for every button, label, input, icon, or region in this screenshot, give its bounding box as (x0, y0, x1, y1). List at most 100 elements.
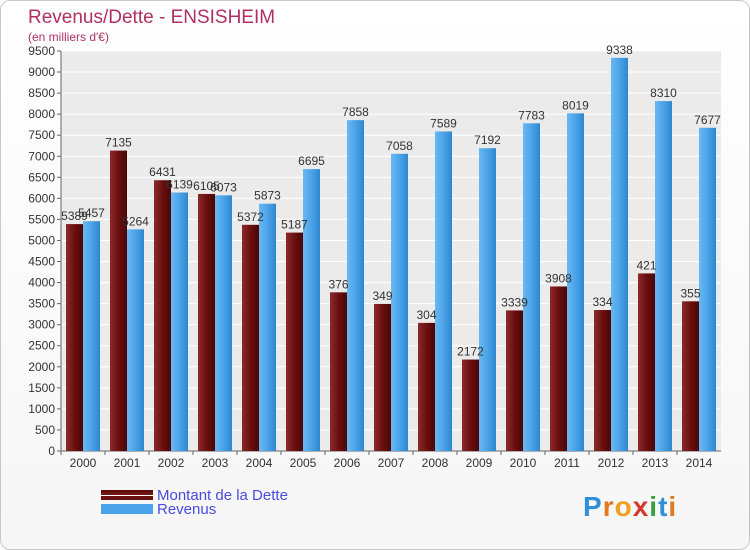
y-tick-label: 9500 (28, 44, 55, 58)
y-tick-label: 0 (48, 444, 55, 458)
bar-revenus (171, 192, 188, 451)
chart-subtitle: (en milliers d'€) (28, 30, 109, 44)
data-label-dette: 6105 (193, 179, 220, 193)
bar-revenus (391, 153, 408, 452)
bar-dette (462, 359, 479, 451)
y-tick-label: 2000 (28, 360, 55, 374)
data-label-dette: 3339 (501, 295, 528, 309)
data-label-revenus: 6073 (210, 180, 237, 194)
data-label-dette: 355 (680, 286, 700, 300)
bar-dette (198, 193, 215, 451)
y-tick-label: 5500 (28, 212, 55, 226)
bar-revenus (523, 123, 540, 451)
x-tick-label: 2004 (246, 456, 273, 470)
y-tick-label: 9000 (28, 65, 55, 79)
data-label-revenus: 5264 (122, 214, 149, 228)
bar-dette (242, 224, 259, 451)
x-tick-label: 2002 (158, 456, 185, 470)
data-label-revenus: 7058 (386, 139, 413, 153)
bar-revenus (303, 169, 320, 451)
bar-revenus (479, 148, 496, 451)
legend-swatch-dette (101, 490, 153, 500)
bar-dette (550, 286, 567, 451)
bar-revenus (83, 221, 100, 451)
x-tick-label: 2005 (290, 456, 317, 470)
x-tick-label: 2001 (114, 456, 141, 470)
data-label-revenus: 8019 (562, 98, 589, 112)
bar-dette (66, 224, 83, 451)
bar-dette (418, 322, 435, 451)
chart-title: Revenus/Dette - ENSISHEIM (28, 7, 276, 28)
y-tick-label: 2500 (28, 339, 55, 353)
y-tick-label: 3500 (28, 297, 55, 311)
y-tick-label: 1000 (28, 402, 55, 416)
x-tick-label: 2013 (642, 456, 669, 470)
x-tick-label: 2007 (378, 456, 405, 470)
bar-revenus (655, 101, 672, 452)
x-tick-label: 2010 (510, 456, 537, 470)
data-label-dette: 5389 (61, 209, 88, 223)
data-label-revenus: 6139 (166, 178, 193, 192)
y-tick-label: 500 (35, 423, 55, 437)
y-tick-label: 3000 (28, 318, 55, 332)
data-label-dette: 334 (592, 295, 612, 309)
data-label-revenus: 7858 (342, 105, 369, 119)
bar-revenus (435, 131, 452, 451)
data-label-revenus: 7192 (474, 133, 501, 147)
bar-dette (682, 301, 699, 451)
bar-dette (286, 232, 303, 451)
data-label-dette: 349 (372, 289, 392, 303)
x-tick-label: 2008 (422, 456, 449, 470)
bar-dette (594, 310, 611, 451)
data-label-revenus: 7677 (694, 113, 721, 127)
bar-revenus (699, 127, 716, 451)
x-tick-label: 2011 (554, 456, 580, 470)
y-tick-label: 1500 (28, 381, 55, 395)
y-tick-label: 7500 (28, 128, 55, 142)
legend-label-revenus: Revenus (157, 501, 217, 518)
proxiti-logo: Proxiti (583, 491, 678, 522)
x-tick-label: 2000 (70, 456, 97, 470)
bar-revenus (127, 229, 144, 451)
y-tick-label: 6000 (28, 191, 55, 205)
x-tick-label: 2012 (598, 456, 625, 470)
data-label-dette: 2172 (457, 345, 484, 359)
data-label-dette: 5187 (281, 218, 308, 232)
bar-revenus (611, 57, 628, 452)
bar-revenus (215, 195, 232, 451)
data-label-dette: 421 (636, 258, 656, 272)
bar-revenus (347, 120, 364, 451)
data-label-dette: 376 (328, 277, 348, 291)
data-label-revenus: 6695 (298, 154, 325, 168)
bar-dette (638, 273, 655, 451)
y-tick-label: 4500 (28, 255, 55, 269)
data-label-dette: 6431 (149, 165, 176, 179)
x-tick-label: 2006 (334, 456, 361, 470)
data-label-revenus: 5457 (78, 206, 105, 220)
bar-revenus (259, 203, 276, 451)
data-label-revenus: 7783 (518, 108, 545, 122)
bar-dette (330, 292, 347, 451)
x-tick-label: 2003 (202, 456, 229, 470)
bar-dette (506, 310, 523, 451)
data-label-dette: 304 (416, 308, 436, 322)
y-tick-label: 8500 (28, 86, 55, 100)
bar-dette (110, 150, 127, 451)
data-label-revenus: 7589 (430, 116, 457, 130)
bar-revenus (567, 113, 584, 451)
bar-dette (374, 303, 391, 451)
data-label-dette: 5372 (237, 210, 264, 224)
y-tick-label: 7000 (28, 149, 55, 163)
data-label-dette: 3908 (545, 271, 572, 285)
y-tick-label: 4000 (28, 276, 55, 290)
legend-label-dette: Montant de la Dette (157, 487, 288, 504)
data-label-revenus: 9338 (606, 43, 633, 57)
y-tick-label: 6500 (28, 170, 55, 184)
data-label-revenus: 5873 (254, 189, 281, 203)
y-tick-label: 8000 (28, 107, 55, 121)
data-label-dette: 7135 (105, 136, 132, 150)
y-tick-label: 5000 (28, 233, 55, 247)
bar-dette (154, 180, 171, 451)
data-label-revenus: 8310 (650, 86, 677, 100)
